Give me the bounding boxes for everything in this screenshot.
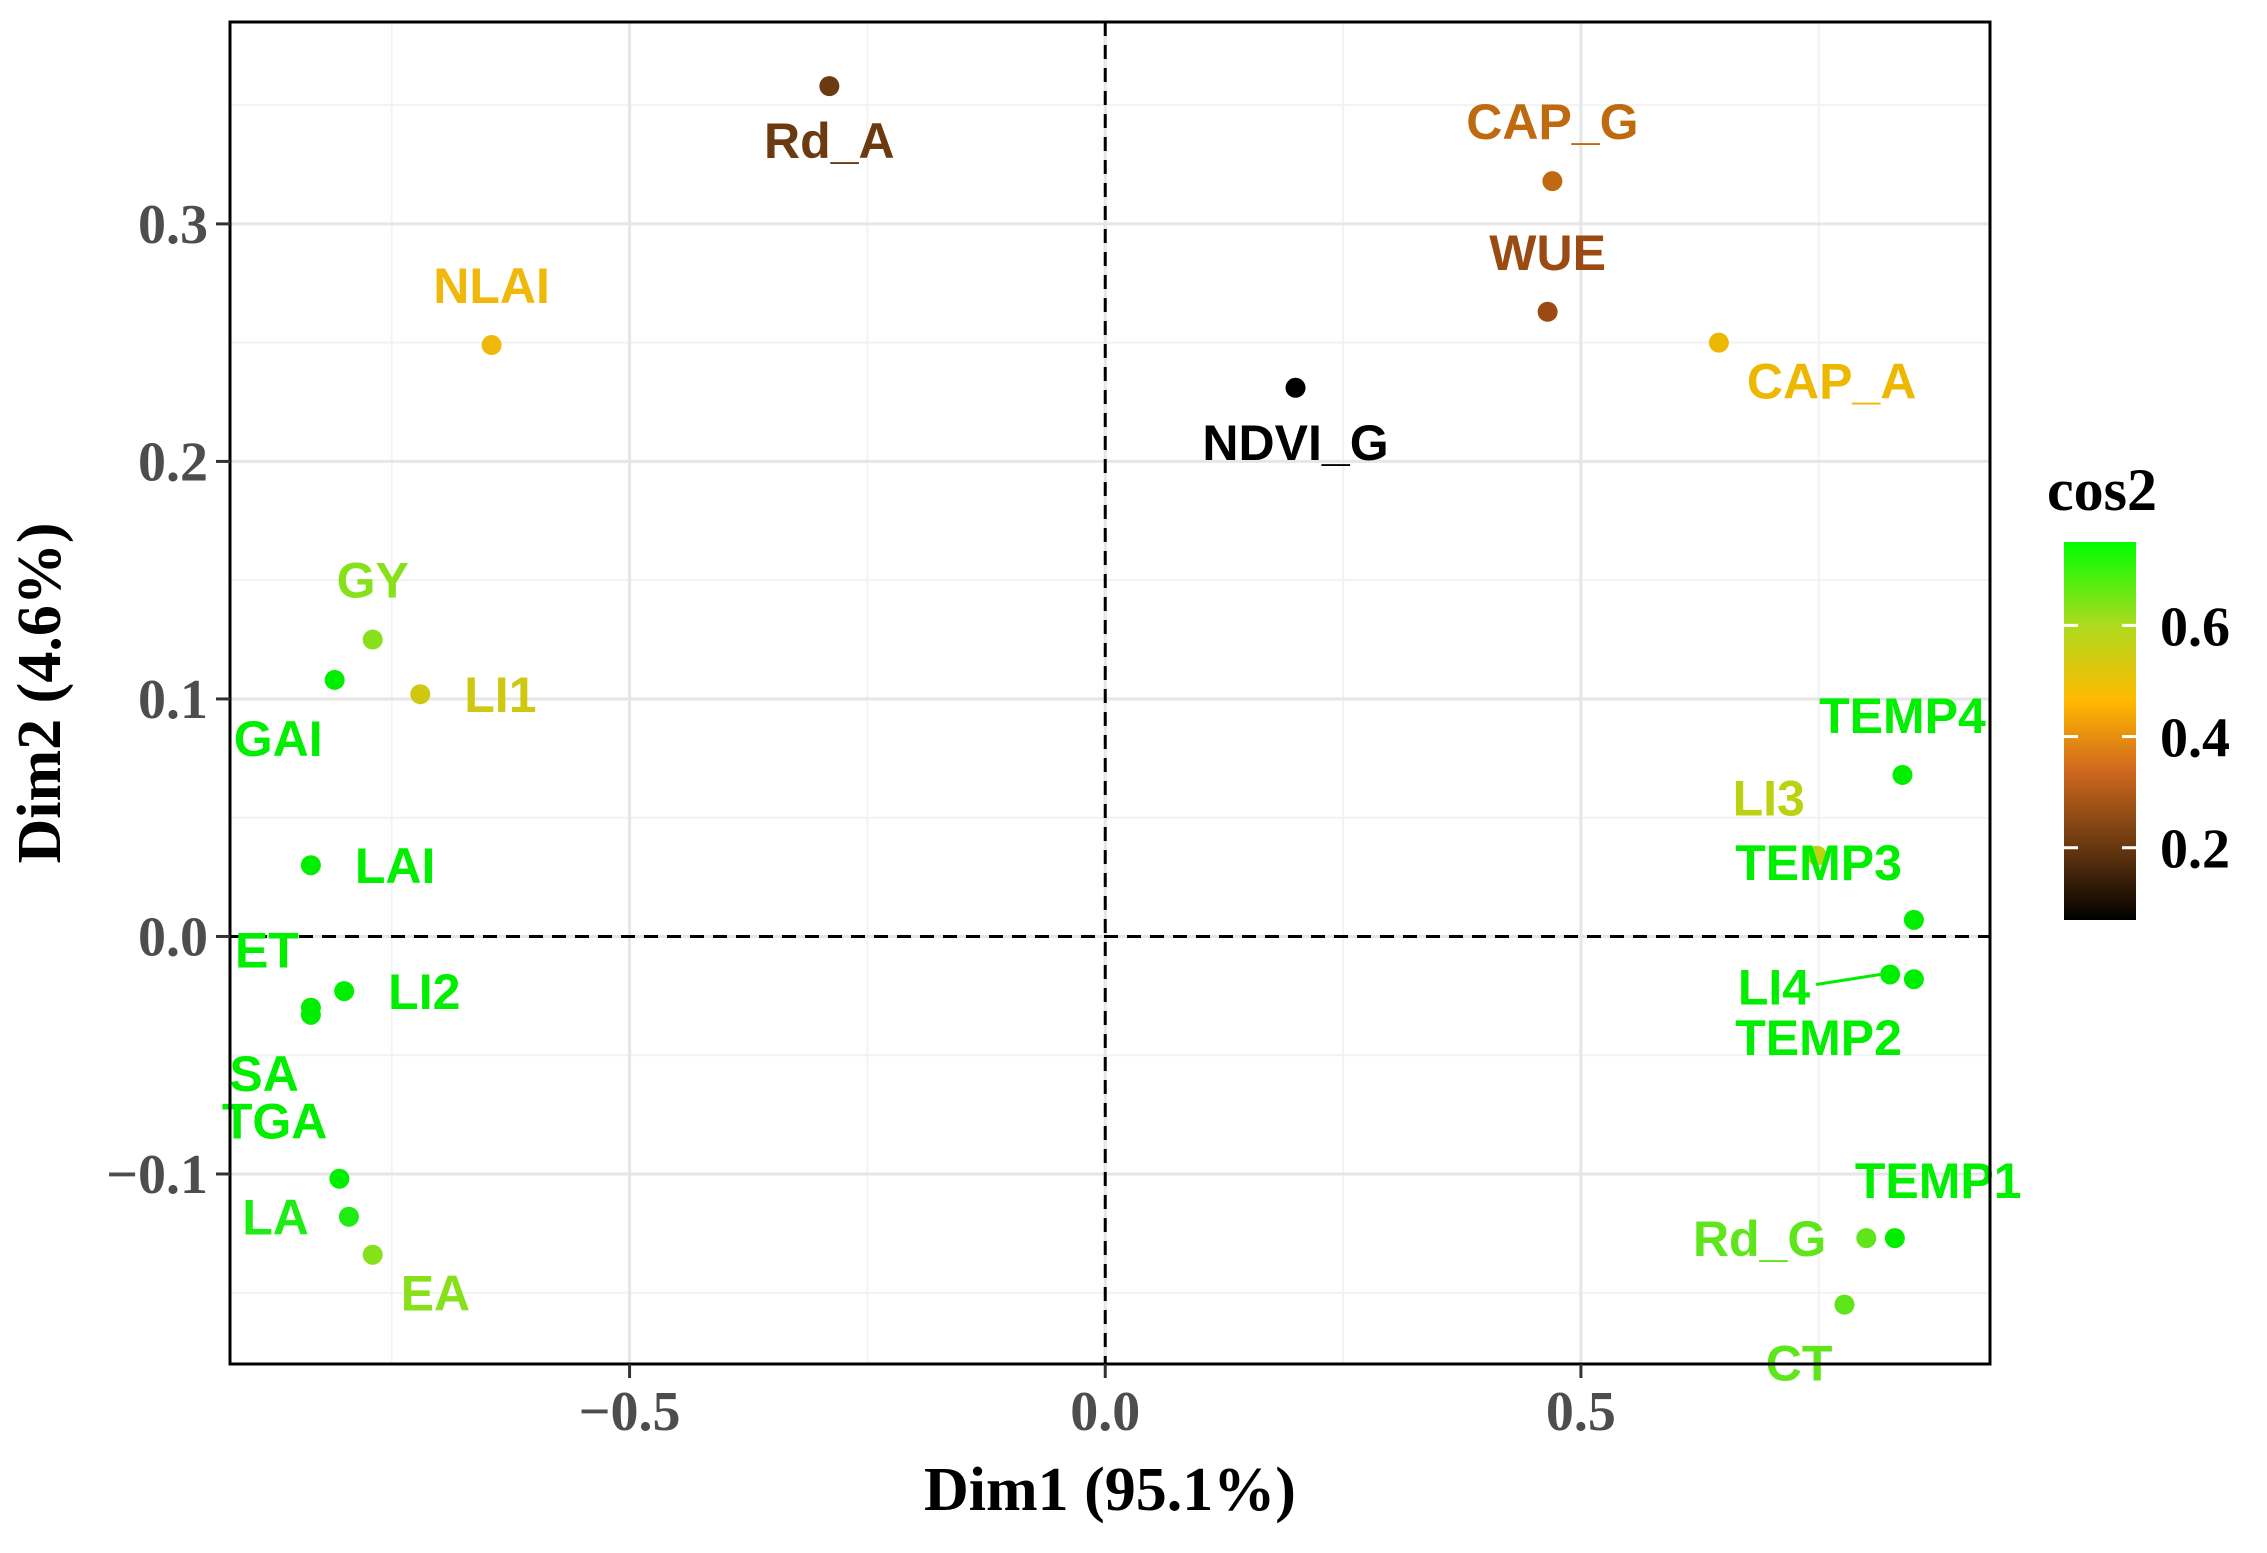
reference-lines — [230, 22, 1990, 1364]
point-temp1 — [1884, 1228, 1905, 1249]
point-temp3 — [1903, 909, 1924, 930]
y-tick-label: 0.2 — [138, 431, 208, 493]
legend-tick-label: 0.2 — [2160, 819, 2230, 881]
data-points — [300, 76, 1924, 1315]
label-temp3: TEMP3 — [1735, 835, 1902, 891]
point-cap-a — [1708, 332, 1729, 353]
point-rd-g — [1856, 1228, 1877, 1249]
label-li1: LI1 — [464, 667, 536, 723]
label-rd-g: Rd_G — [1693, 1211, 1826, 1267]
legend-title: cos2 — [2047, 457, 2157, 523]
leader-line — [1815, 972, 1881, 986]
label-et: ET — [235, 923, 299, 979]
x-axis-ticks: −0.5 0.0 0.5 — [579, 1364, 1616, 1443]
y-tick-label: 0.3 — [138, 194, 208, 256]
label-gy: GY — [337, 553, 409, 609]
legend-tick-label: 0.4 — [2160, 708, 2230, 770]
label-sa: SA — [229, 1046, 298, 1102]
point-ct — [1834, 1294, 1855, 1315]
label-li4: LI4 — [1738, 959, 1810, 1015]
x-axis-title: Dim1 (95.1%) — [924, 1456, 1296, 1524]
legend-ticks: 0.2 0.4 0.6 — [2064, 596, 2230, 881]
y-axis-title: Dim2 (4.6%) — [6, 523, 74, 864]
point-wue — [1537, 301, 1558, 322]
label-gai: GAI — [234, 711, 323, 767]
point-lai — [300, 855, 321, 876]
label-leaders — [1815, 972, 1881, 986]
point-sa — [300, 1004, 321, 1025]
label-li3: LI3 — [1733, 771, 1805, 827]
point-rd-a — [819, 76, 840, 97]
label-temp1: TEMP1 — [1855, 1153, 2022, 1209]
plot-background — [230, 22, 1990, 1364]
label-ndvi-g: NDVI_G — [1202, 415, 1388, 471]
point-temp2 — [1903, 969, 1924, 990]
point-tga — [329, 1168, 350, 1189]
plot-panel-border — [228, 20, 1992, 1366]
point-gy — [362, 629, 383, 650]
point-gai — [324, 669, 345, 690]
label-wue: WUE — [1489, 225, 1606, 281]
point-nlai — [481, 335, 502, 356]
label-li2: LI2 — [388, 964, 460, 1020]
label-cap-a: CAP_A — [1747, 354, 1916, 410]
y-tick-label: −0.1 — [106, 1144, 208, 1206]
cos2-legend: cos2 0.2 0.4 0.6 — [2047, 457, 2230, 920]
point-la — [338, 1206, 359, 1227]
label-rd-a: Rd_A — [764, 113, 895, 169]
label-temp2: TEMP2 — [1735, 1010, 1902, 1066]
label-nlai: NLAI — [433, 258, 550, 314]
x-tick-label: 0.5 — [1546, 1381, 1616, 1443]
label-la: LA — [242, 1190, 309, 1246]
point-li3 — [1806, 845, 1827, 866]
label-tga: TGA — [222, 1094, 328, 1150]
point-labels: Rd_A CAP_G WUE NDVI_G CAP_A NLAI GY GAI LI1 LAI ET… — [222, 94, 2022, 1391]
y-tick-label: 0.1 — [138, 669, 208, 731]
point-temp4 — [1892, 764, 1913, 785]
label-temp4: TEMP4 — [1819, 688, 1986, 744]
point-li4 — [1880, 964, 1901, 985]
point-cap-g — [1542, 171, 1563, 192]
label-cap-g: CAP_G — [1466, 94, 1638, 150]
y-tick-label: 0.0 — [138, 906, 208, 968]
y-axis-ticks: −0.1 0.0 0.1 0.2 0.3 — [106, 194, 230, 1206]
label-ea: EA — [401, 1266, 470, 1322]
point-li2 — [334, 981, 355, 1002]
x-tick-label: 0.0 — [1070, 1381, 1140, 1443]
point-ea — [362, 1244, 383, 1265]
legend-tick-label: 0.6 — [2160, 596, 2230, 658]
point-li1 — [410, 684, 431, 705]
label-lai: LAI — [355, 838, 436, 894]
x-tick-label: −0.5 — [579, 1381, 681, 1443]
point-ndvi-g — [1285, 377, 1306, 398]
legend-colorbar — [2064, 542, 2136, 920]
